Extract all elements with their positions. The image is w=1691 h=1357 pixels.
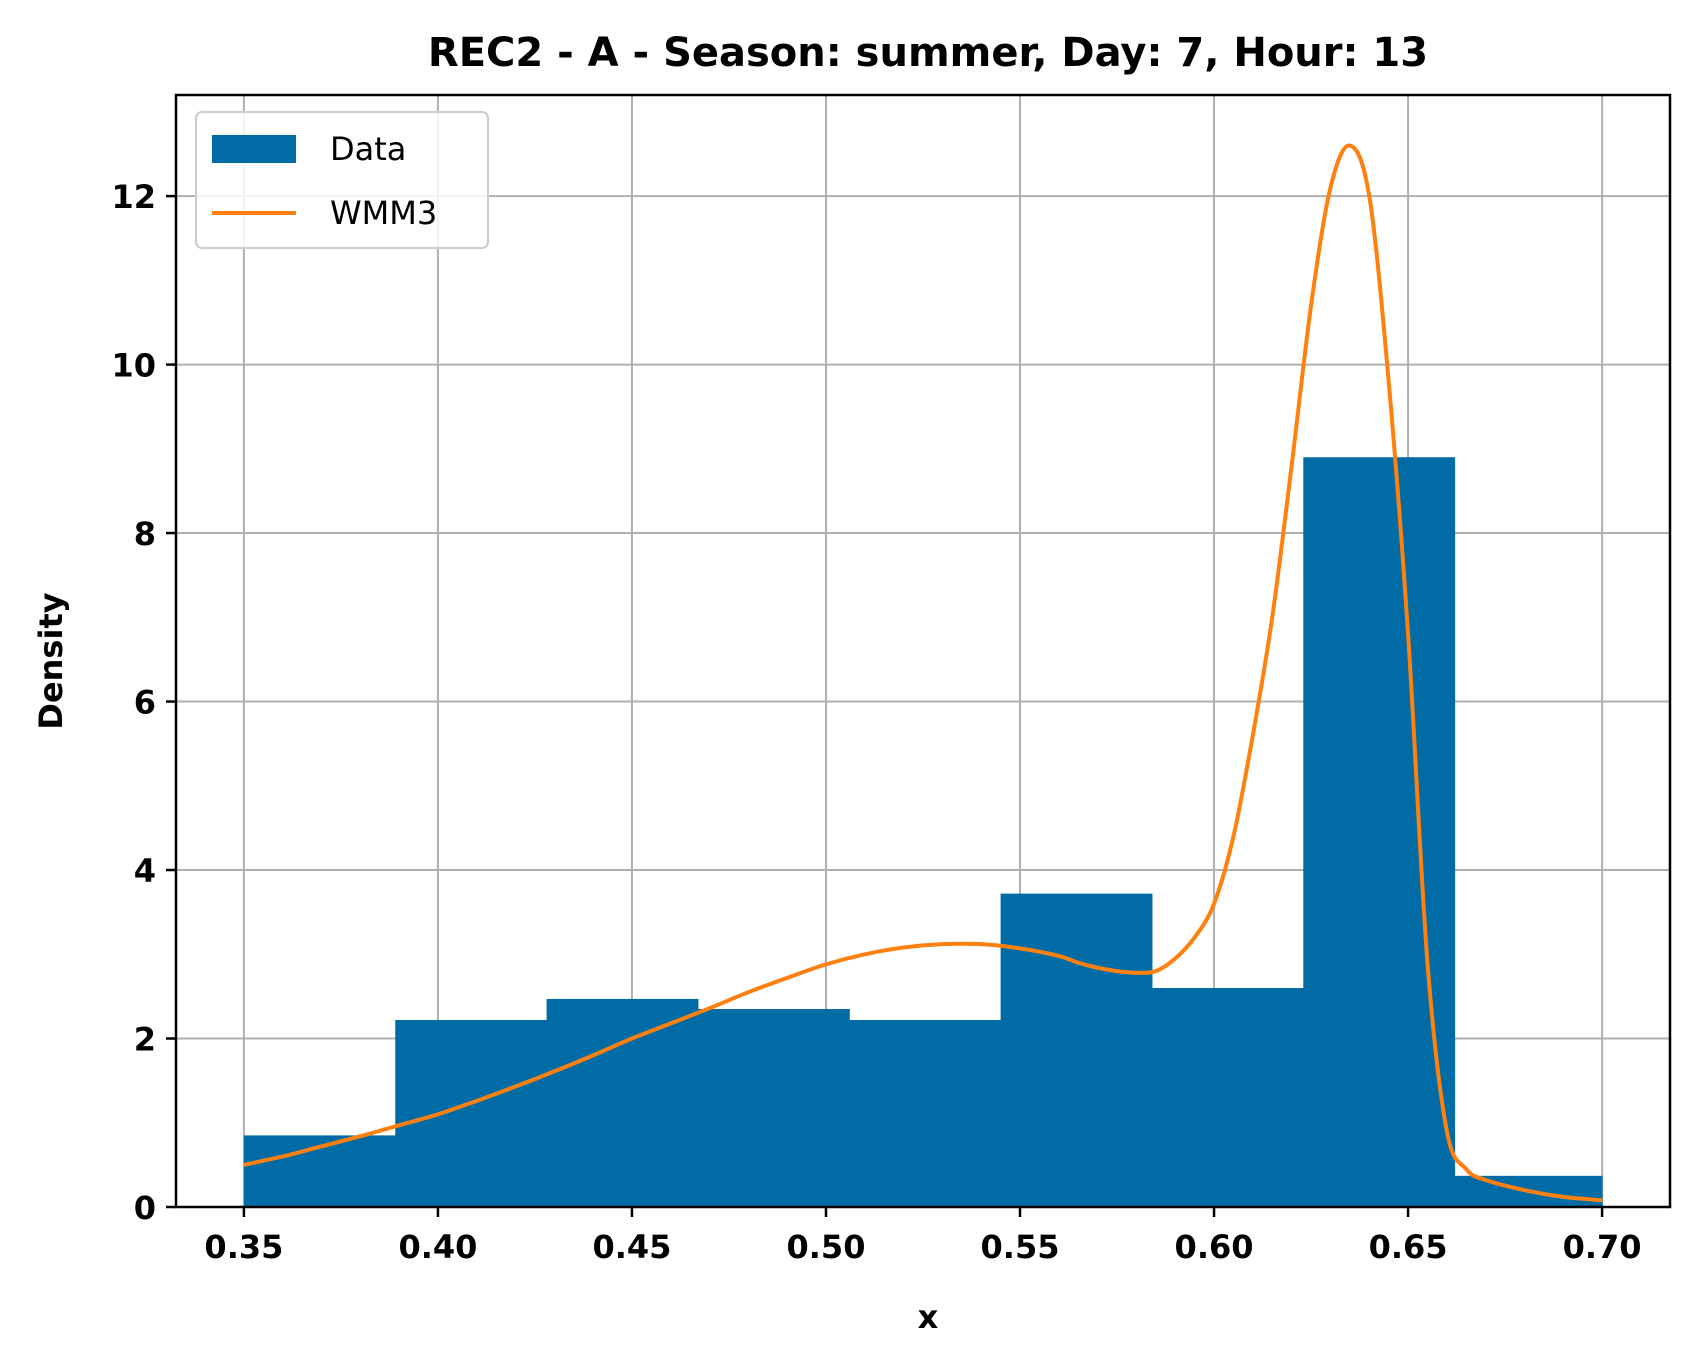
histogram-bar bbox=[1151, 987, 1304, 1207]
histogram-bar bbox=[546, 998, 699, 1207]
histogram-bar bbox=[1000, 893, 1153, 1207]
x-tick-label: 0.60 bbox=[1175, 1228, 1254, 1266]
x-axis-label: x bbox=[918, 1298, 939, 1336]
histogram-bar bbox=[395, 1019, 548, 1207]
y-tick-label: 12 bbox=[111, 178, 156, 216]
y-tick-label: 10 bbox=[111, 347, 156, 385]
legend: Data WMM3 bbox=[195, 111, 489, 249]
y-axis-ticks: 0 2 4 6 8 10 12 bbox=[111, 178, 176, 1227]
legend-wmm3-label: WMM3 bbox=[330, 194, 437, 232]
histogram-bar bbox=[1303, 457, 1456, 1207]
y-tick-label: 8 bbox=[134, 515, 156, 553]
x-axis-ticks: 0.35 0.40 0.45 0.50 0.55 0.60 0.65 0.70 bbox=[204, 1207, 1642, 1266]
y-axis-label: Density bbox=[32, 592, 70, 729]
density-curve bbox=[243, 143, 1603, 1203]
y-tick-label: 0 bbox=[134, 1189, 156, 1227]
y-tick-label: 2 bbox=[134, 1021, 156, 1059]
y-tick-label: 4 bbox=[134, 852, 156, 890]
x-tick-label: 0.45 bbox=[592, 1228, 671, 1266]
chart-title: REC2 - A - Season: summer, Day: 7, Hour:… bbox=[428, 30, 1428, 76]
histogram-bar bbox=[697, 1009, 850, 1207]
wmm3-curve bbox=[243, 143, 1603, 1203]
x-tick-label: 0.40 bbox=[398, 1228, 477, 1266]
y-tick-label: 6 bbox=[134, 684, 156, 722]
legend-data-label: Data bbox=[330, 130, 406, 168]
x-tick-label: 0.35 bbox=[204, 1228, 283, 1266]
x-tick-label: 0.55 bbox=[981, 1228, 1060, 1266]
x-tick-label: 0.50 bbox=[787, 1228, 866, 1266]
x-tick-label: 0.70 bbox=[1563, 1228, 1642, 1266]
plot-frame bbox=[174, 93, 1672, 1209]
x-tick-label: 0.65 bbox=[1369, 1228, 1448, 1266]
histogram-bar bbox=[849, 1019, 1002, 1207]
legend-data-swatch bbox=[212, 135, 296, 163]
histogram-bars bbox=[243, 457, 1603, 1207]
